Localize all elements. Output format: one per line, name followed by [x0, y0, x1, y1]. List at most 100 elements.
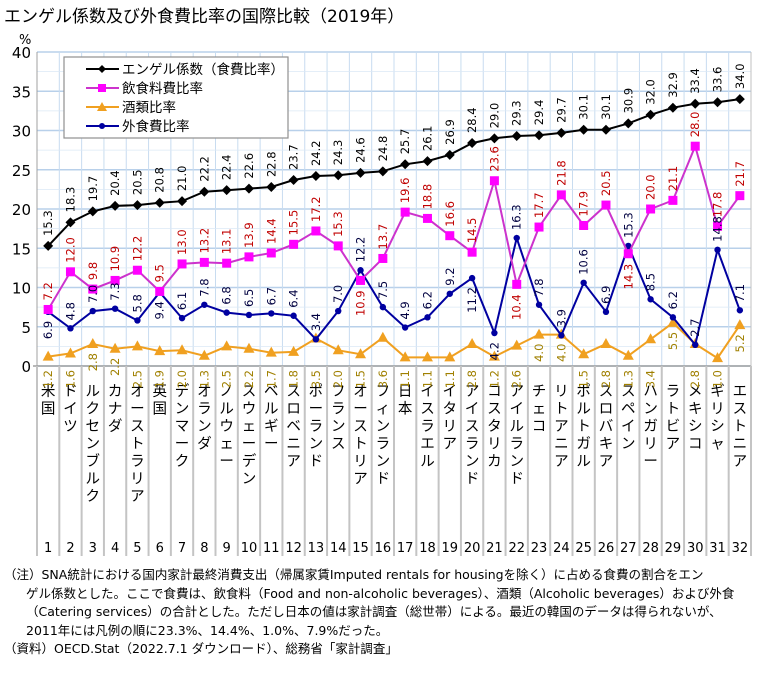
category-number: 26 [598, 541, 615, 556]
label-engel: 25.7 [398, 129, 412, 155]
label-dining: 4.9 [398, 301, 412, 319]
marker-triangle [87, 338, 99, 349]
y-axis-unit: % [19, 33, 31, 48]
marker-circle [446, 290, 453, 297]
marker-triangle [377, 331, 389, 342]
marker-triangle [332, 344, 344, 355]
marker-square [556, 190, 566, 200]
label-alcohol: 3.5 [309, 370, 323, 388]
label-dining: 7.5 [376, 281, 390, 299]
category-number: 13 [308, 541, 325, 556]
note-line-1: （注）SNA統計における国内家計最終消費支出（帰属家賃Imputed renta… [4, 567, 704, 582]
marker-square [512, 279, 522, 289]
label-dining: 7.8 [197, 278, 211, 296]
label-dining: 4.2 [487, 342, 501, 360]
category-label: デンマーク [175, 382, 190, 470]
chart: 0 5 10 15 20 25 30 35 40% 米国 1 ドイツ 2 ルクセンブルク 3 カナダ 4 オース… [12, 33, 752, 556]
marker-circle [379, 303, 387, 311]
label-dining: 7.8 [532, 278, 546, 296]
marker-square [534, 222, 544, 232]
marker-square [713, 221, 723, 231]
marker-diamond [467, 138, 478, 149]
label-dining: 7.0 [331, 285, 345, 303]
category-label: ギリシャ [710, 383, 725, 453]
label-food: 21.8 [554, 160, 568, 186]
label-engel: 32.9 [666, 72, 680, 98]
marker-square [43, 304, 53, 314]
label-alcohol: 2.5 [220, 370, 234, 388]
label-dining: 9.4 [153, 301, 167, 319]
marker-square [244, 252, 254, 262]
category-number: 12 [285, 541, 302, 556]
marker-diamond [556, 127, 567, 138]
label-alcohol: 3.4 [644, 370, 658, 388]
marker-circle [602, 308, 610, 316]
legend-label: 外食費比率 [122, 118, 190, 135]
label-engel: 30.1 [577, 94, 591, 120]
label-dining: 9.2 [443, 267, 457, 285]
label-dining: 8.5 [644, 273, 658, 291]
marker-circle [134, 317, 141, 324]
marker-diamond [712, 97, 723, 108]
marker-circle [558, 332, 565, 339]
marker-square [646, 204, 656, 214]
label-dining: 5.8 [130, 294, 144, 312]
label-alcohol: 2.8 [688, 370, 702, 388]
marker-triangle [399, 351, 411, 362]
category-number: 3 [89, 541, 97, 556]
label-alcohol: 2.2 [108, 358, 122, 376]
marker-triangle [243, 342, 255, 353]
series-layer [42, 94, 746, 363]
category-label: イスラエル [420, 384, 435, 470]
marker-triangle [600, 338, 612, 349]
marker-square [467, 247, 477, 257]
y-tick-label: 10 [12, 280, 31, 298]
marker-diamond [177, 196, 188, 207]
marker-diamond [154, 197, 165, 208]
label-alcohol: 1.3 [621, 370, 635, 388]
category-label: スウェーデン [242, 384, 257, 488]
label-food: 10.9 [108, 246, 122, 272]
marker-square [422, 213, 432, 223]
label-dining: 11.2 [465, 287, 479, 313]
label-alcohol: 5.2 [733, 334, 747, 352]
label-alcohol: 1.3 [197, 370, 211, 388]
series-line-3 [48, 321, 741, 360]
category-number: 7 [178, 541, 186, 556]
marker-square [668, 195, 678, 205]
marker-circle [692, 341, 699, 349]
category-label: ハンガリー [643, 384, 658, 470]
category-label: スロバキア [599, 384, 614, 470]
marker-circle [111, 305, 119, 312]
label-dining: 10.6 [577, 249, 591, 275]
marker-diamond [600, 124, 611, 135]
marker-diamond [511, 130, 522, 141]
note-line-4: 2011年には凡例の順に23.3%、14.4%、1.0%、7.9%だった。 [26, 622, 389, 638]
category-number: 11 [263, 541, 280, 556]
label-food: 21.1 [666, 166, 680, 192]
label-dining: 6.7 [264, 287, 278, 305]
category-number: 4 [111, 541, 119, 556]
category-number: 24 [553, 541, 570, 556]
y-tick-label: 5 [21, 319, 31, 337]
label-dining: 15.3 [621, 212, 635, 238]
marker-diamond [132, 200, 143, 211]
y-tick-label: 40 [12, 44, 31, 62]
label-alcohol: 3.6 [376, 370, 390, 388]
label-alcohol: 1.8 [287, 370, 301, 388]
marker-square [110, 275, 120, 285]
label-engel: 29.0 [487, 103, 501, 129]
category-number: 15 [352, 541, 369, 556]
data-labels: 15.3 18.3 19.7 20.4 20.5 20.8 21.0 22.2 22.4 22.6… [41, 63, 747, 388]
legend-label: 酒類比率 [122, 99, 176, 116]
category-number: 10 [241, 541, 258, 556]
marker-square [333, 241, 343, 251]
legend-label: エンゲル係数（食費比率） [122, 61, 284, 78]
category-label: スペイン [621, 384, 636, 453]
category-label: ドイツ [63, 384, 78, 435]
label-alcohol: 2.6 [510, 370, 524, 388]
marker-triangle [265, 346, 277, 357]
category-label: ポルトガル [576, 383, 591, 470]
label-food: 14.3 [621, 264, 635, 290]
marker-diamond [578, 124, 589, 135]
